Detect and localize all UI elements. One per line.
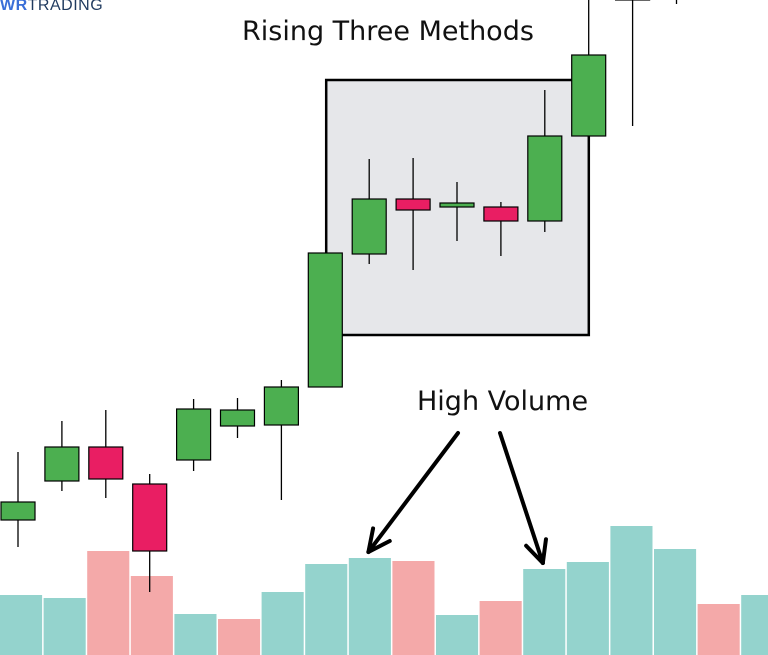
bullish-candle xyxy=(439,182,475,241)
bullish-candle xyxy=(263,380,299,500)
arrow-head xyxy=(524,543,545,565)
arrow-shaft xyxy=(498,431,545,565)
volume-bar xyxy=(566,562,609,655)
logo-mark: WR xyxy=(0,0,28,14)
candle-body xyxy=(439,202,475,208)
volume-bar xyxy=(654,549,697,655)
bullish-candle xyxy=(0,452,36,547)
bearish-candle xyxy=(483,202,519,256)
arrow-head xyxy=(540,537,548,565)
candle-body xyxy=(571,54,607,137)
candle-body xyxy=(395,198,431,211)
candle-body xyxy=(483,206,519,222)
bullish-candle xyxy=(614,0,651,126)
bullish-candle xyxy=(219,398,256,438)
candle-body xyxy=(88,446,124,480)
volume-bar xyxy=(479,601,522,655)
volume-bar xyxy=(218,619,261,655)
volume-bars xyxy=(0,526,768,655)
arrow-head xyxy=(366,539,392,554)
candle-body xyxy=(263,386,299,426)
candle-body xyxy=(351,198,387,255)
candle-body xyxy=(176,408,212,461)
bullish-candle xyxy=(351,159,387,264)
annotation-arrow xyxy=(498,431,548,565)
candle-body xyxy=(44,446,80,482)
volume-annotation: High Volume xyxy=(417,386,589,417)
bullish-candle xyxy=(307,252,343,388)
bearish-candle xyxy=(88,410,124,498)
brand-logo: WRTRADING xyxy=(0,0,103,15)
volume-bar xyxy=(43,598,86,655)
candle-body xyxy=(219,409,256,427)
bullish-candle xyxy=(44,421,80,491)
volume-bar xyxy=(436,615,479,655)
volume-bar xyxy=(305,564,348,655)
volume-bar xyxy=(261,592,304,655)
bearish-candle xyxy=(395,158,431,270)
volume-bar xyxy=(697,604,740,655)
bullish-candle xyxy=(571,0,607,137)
volume-bar xyxy=(0,595,43,655)
bullish-candle xyxy=(675,0,678,4)
candle-body xyxy=(527,135,563,222)
annotation-arrow xyxy=(366,431,460,554)
bullish-candle xyxy=(176,399,212,471)
annotation-arrows xyxy=(366,431,548,565)
volume-bar xyxy=(174,614,217,655)
volume-bar xyxy=(130,576,173,655)
bullish-candle xyxy=(527,90,563,232)
volume-bar xyxy=(523,569,566,655)
arrow-shaft xyxy=(366,431,460,554)
bearish-candle xyxy=(132,474,168,592)
volume-bar xyxy=(741,595,768,655)
volume-bar xyxy=(610,526,653,655)
volume-bar xyxy=(392,561,435,655)
candles xyxy=(0,0,678,592)
logo-wordmark: TRADING xyxy=(27,0,104,14)
arrow-head xyxy=(366,526,376,554)
candle-body xyxy=(132,483,168,552)
volume-bar xyxy=(87,551,130,655)
candle-body xyxy=(307,252,343,388)
chart-title: Rising Three Methods xyxy=(242,16,534,47)
volume-bar xyxy=(348,558,391,655)
candle-body xyxy=(0,501,36,521)
